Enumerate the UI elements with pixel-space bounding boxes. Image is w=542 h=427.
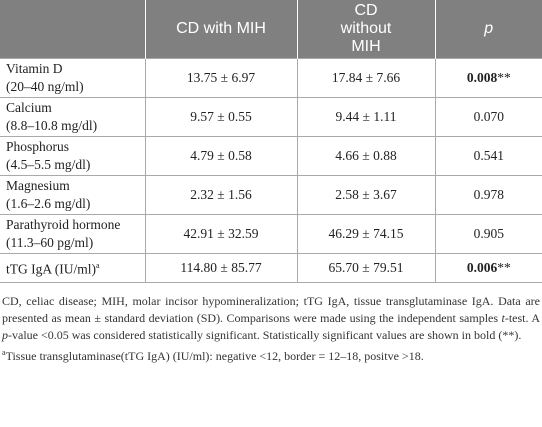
p-suffix: ** <box>497 70 511 85</box>
cell: 9.44 ± 1.11 <box>296 97 436 137</box>
note-mark: a <box>96 261 100 271</box>
row: Parathyroid hormone (11.3–60 pg/ml) 42.91 … <box>0 214 542 254</box>
row-range: (4.5–5.5 mg/dl) <box>6 157 91 172</box>
row-label: tTG IgA (IU/ml)a <box>0 253 146 283</box>
p-bold: 0.008 <box>466 70 498 85</box>
footnote-note: aTissue transglutaminase(tTG IgA) (IU/ml… <box>2 344 540 365</box>
row-name: Magnesium <box>6 178 70 193</box>
p-bold: 0.006 <box>466 260 498 275</box>
cell: 17.84 ± 7.66 <box>296 58 436 98</box>
cell: 9.57 ± 0.55 <box>144 97 298 137</box>
row-name: Vitamin D <box>6 61 63 76</box>
row-label: Phosphorus (4.5–5.5 mg/dl) <box>0 136 146 176</box>
row-name: Parathyroid hormone <box>6 217 121 232</box>
footnote: CD, celiac disease; MIH, molar incisor h… <box>0 283 542 365</box>
footnote-part: p <box>2 328 8 342</box>
cell: 114.80 ± 85.77 <box>144 253 298 283</box>
row-range: (8.8–10.8 mg/dl) <box>6 118 98 133</box>
p-suffix: ** <box>497 260 511 275</box>
cell: 2.58 ± 3.67 <box>296 175 436 215</box>
cell: 42.91 ± 32.59 <box>144 214 298 254</box>
row-label: Calcium (8.8–10.8 mg/dl) <box>0 97 146 137</box>
note-text: Tissue transglutaminase(tTG IgA) (IU/ml)… <box>5 349 424 363</box>
note-mark: a <box>2 348 6 357</box>
row: Vitamin D (20–40 ng/ml) 13.75 ± 6.97 17.84 … <box>0 58 542 98</box>
row-range: (1.6–2.6 mg/dl) <box>6 196 91 211</box>
row: tTG IgA (IU/ml)a 114.80 ± 85.77 65.70 ± 79… <box>0 253 542 283</box>
cell: 4.66 ± 0.88 <box>296 136 436 176</box>
row-name: Phosphorus <box>6 139 70 154</box>
row-name: Calcium <box>6 100 52 115</box>
row-label: Magnesium (1.6–2.6 mg/dl) <box>0 175 146 215</box>
footnote-part: -test. A <box>504 311 540 325</box>
p-cell: 0.541 <box>434 136 542 176</box>
row-label: Vitamin D (20–40 ng/ml) <box>0 58 146 98</box>
header-row: CD with MIH CD without MIH p <box>0 0 542 59</box>
row: Magnesium (1.6–2.6 mg/dl) 2.32 ± 1.56 2.58 … <box>0 175 542 215</box>
footnote-part: t <box>501 311 505 325</box>
cell: 13.75 ± 6.97 <box>144 58 298 98</box>
p-cell: 0.070 <box>434 97 542 137</box>
cell: 2.32 ± 1.56 <box>144 175 298 215</box>
cell: 65.70 ± 79.51 <box>296 253 436 283</box>
row-name: tTG IgA (IU/ml) <box>6 261 96 277</box>
table: CD with MIH CD without MIH p Vitamin D (2… <box>0 0 542 283</box>
row-label: Parathyroid hormone (11.3–60 pg/ml) <box>0 214 146 254</box>
row-range: (11.3–60 pg/ml) <box>6 235 94 250</box>
header-empty <box>0 0 146 59</box>
footnote-part: -value <0.05 was considered statisticall… <box>8 328 522 342</box>
header-cell: p <box>435 0 542 59</box>
row: Phosphorus (4.5–5.5 mg/dl) 4.79 ± 0.58 4.66… <box>0 136 542 176</box>
p-cell: 0.008** <box>434 58 542 98</box>
p-cell: 0.006** <box>434 253 542 283</box>
footnote-part: CD, celiac disease; MIH, molar incisor h… <box>2 294 540 325</box>
p-cell: 0.978 <box>434 175 542 215</box>
row: Calcium (8.8–10.8 mg/dl) 9.57 ± 0.55 9.44 ±… <box>0 97 542 137</box>
cell: 4.79 ± 0.58 <box>144 136 298 176</box>
row-range: (20–40 ng/ml) <box>6 79 84 94</box>
p-cell: 0.905 <box>434 214 542 254</box>
cell: 46.29 ± 74.15 <box>296 214 436 254</box>
header-cell: CD with MIH <box>145 0 298 59</box>
footnote-text: CD, celiac disease; MIH, molar incisor h… <box>2 293 540 344</box>
header-cell: CD without MIH <box>297 0 436 59</box>
